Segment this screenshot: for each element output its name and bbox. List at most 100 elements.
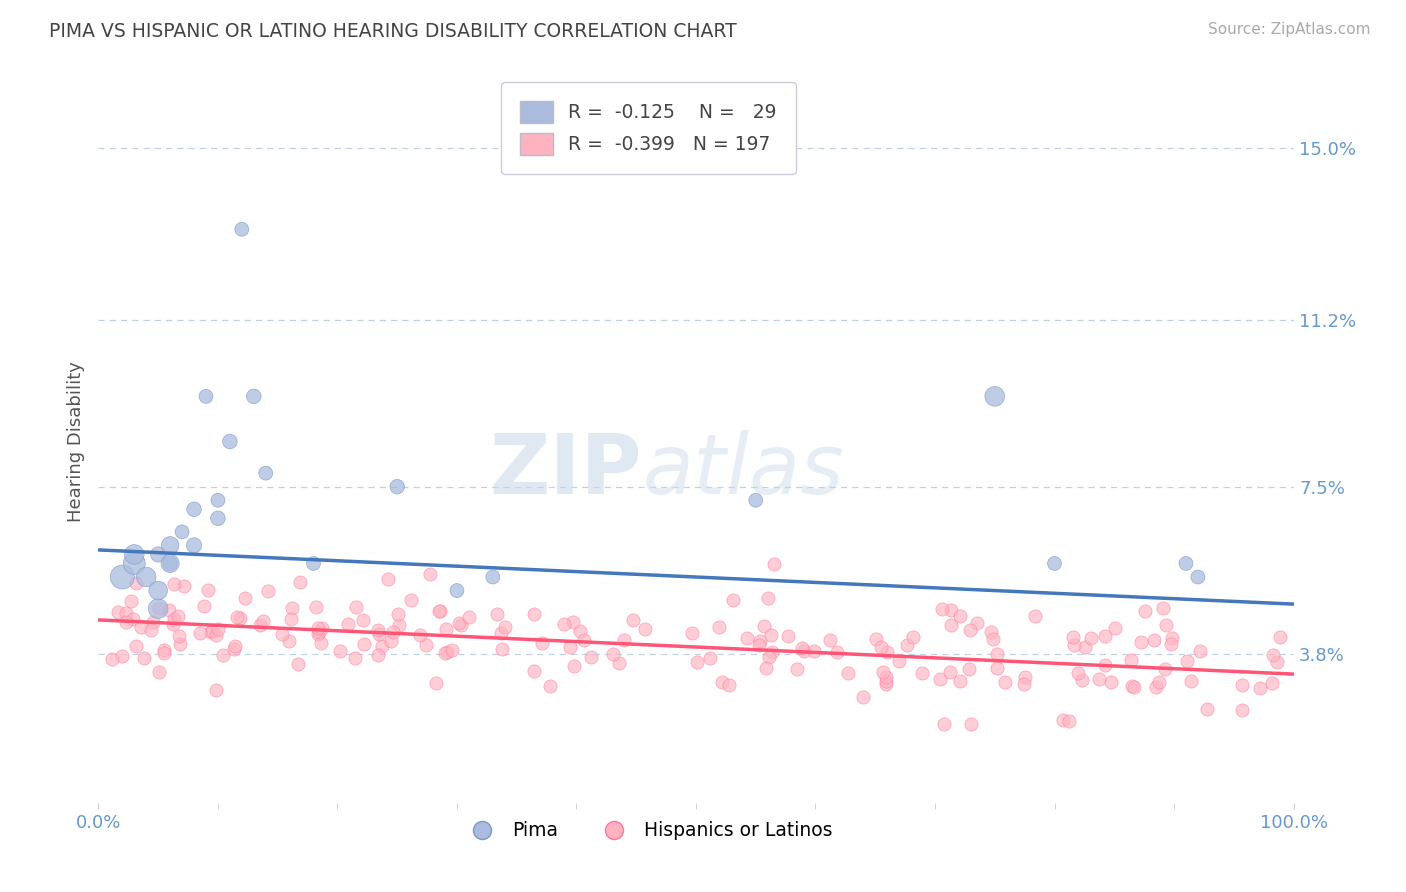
Point (427, 604, 450, 618)
Point (607, 657, 630, 671)
Point (125, 639, 148, 653)
Point (226, 610, 249, 624)
Point (1154, 662, 1177, 676)
Point (148, 548, 170, 562)
Point (336, 616, 359, 631)
Point (441, 643, 464, 657)
Point (1104, 621, 1126, 635)
Point (1268, 630, 1291, 644)
Point (896, 638, 918, 652)
Point (167, 629, 190, 643)
Point (124, 548, 146, 562)
Point (486, 607, 509, 622)
Point (959, 623, 981, 637)
Point (1074, 640, 1097, 655)
Point (148, 665, 170, 679)
Point (159, 557, 181, 571)
Point (634, 623, 657, 637)
Point (344, 599, 367, 614)
Point (257, 583, 280, 598)
Point (1180, 673, 1202, 688)
Point (865, 632, 887, 646)
Point (1130, 634, 1153, 648)
Point (1133, 604, 1156, 618)
Point (280, 611, 302, 625)
Point (243, 389, 266, 403)
Point (717, 678, 740, 692)
Point (872, 665, 894, 679)
Point (371, 639, 394, 653)
Text: atlas: atlas (643, 430, 844, 511)
Point (758, 650, 780, 665)
Point (308, 624, 330, 639)
Point (1043, 557, 1066, 571)
Point (602, 647, 624, 661)
Point (101, 652, 124, 666)
Point (1080, 631, 1102, 645)
Point (495, 620, 517, 634)
Point (966, 615, 988, 630)
Point (139, 624, 162, 638)
Point (134, 651, 156, 665)
Point (344, 651, 367, 665)
Point (756, 591, 779, 605)
Point (1144, 680, 1167, 694)
Point (983, 632, 1005, 647)
Y-axis label: Hearing Disability: Hearing Disability (66, 361, 84, 522)
Point (553, 616, 575, 631)
Point (941, 618, 963, 632)
Point (231, 222, 253, 236)
Point (852, 690, 875, 704)
Text: Source: ZipAtlas.com: Source: ZipAtlas.com (1208, 22, 1371, 37)
Point (302, 557, 325, 571)
Point (287, 657, 309, 671)
Point (960, 717, 983, 731)
Point (761, 645, 783, 659)
Point (111, 570, 134, 584)
Point (776, 630, 799, 644)
Point (748, 638, 770, 652)
Point (491, 626, 513, 640)
Point (1187, 570, 1209, 584)
Point (252, 614, 274, 628)
Point (449, 616, 471, 631)
Point (249, 618, 271, 632)
Point (205, 628, 228, 642)
Point (1188, 644, 1211, 658)
Point (538, 679, 561, 693)
Point (825, 645, 848, 659)
Point (183, 538, 205, 552)
Point (367, 648, 389, 663)
Point (911, 666, 934, 681)
Point (786, 662, 808, 676)
Point (142, 615, 165, 630)
Point (207, 623, 229, 637)
Point (207, 493, 229, 508)
Point (399, 593, 422, 607)
Point (124, 557, 146, 571)
Point (1119, 653, 1142, 667)
Point (986, 647, 1008, 661)
Point (1094, 628, 1116, 642)
Point (201, 624, 224, 638)
Point (941, 602, 963, 616)
Point (1265, 655, 1288, 669)
Point (450, 617, 472, 632)
Point (195, 389, 218, 403)
Point (307, 627, 329, 641)
Point (436, 645, 458, 659)
Point (125, 576, 148, 591)
Point (271, 627, 294, 641)
Point (200, 625, 222, 640)
Point (183, 502, 205, 516)
Point (219, 434, 242, 449)
Point (352, 613, 374, 627)
Point (745, 493, 768, 508)
Point (172, 524, 194, 539)
Point (1052, 713, 1074, 727)
Point (929, 672, 952, 686)
Point (1062, 630, 1084, 644)
Point (613, 633, 636, 648)
Point (934, 717, 956, 731)
Point (419, 566, 441, 581)
